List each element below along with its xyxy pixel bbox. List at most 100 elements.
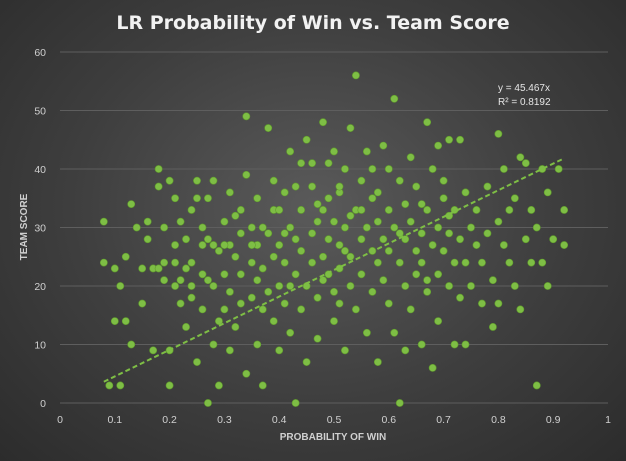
data-point [143,235,152,244]
data-point [121,252,130,261]
data-point [395,229,404,238]
data-point [302,358,311,366]
data-point [439,246,448,255]
data-point [127,200,136,208]
data-point [379,141,388,150]
data-point [362,223,371,232]
data-point [242,112,251,121]
data-point [483,229,492,238]
data-point [330,287,338,296]
data-point [406,305,415,314]
data-point [412,270,421,279]
data-point [204,235,212,244]
x-tick-label: 1 [605,414,611,426]
data-point [357,270,366,279]
data-point [280,258,289,267]
data-point [494,299,503,308]
data-point [401,282,410,290]
data-point [395,399,404,407]
data-point [417,229,426,238]
data-point [149,346,158,355]
data-point [154,264,163,273]
data-point [439,194,448,203]
data-point [220,270,229,279]
data-point [428,241,437,249]
data-point [423,287,432,296]
y-axis-label: TEAM SCORE [19,193,30,260]
data-point [406,217,415,226]
data-point [154,165,163,173]
data-point [417,200,426,208]
data-point [176,217,185,226]
data-point [280,299,289,308]
data-point [499,241,508,249]
data-point [187,206,196,214]
data-point [247,258,256,267]
data-point [505,258,514,267]
data-point [258,264,267,273]
data-point [247,241,256,249]
data-point [220,241,229,249]
y-tick-label: 20 [34,281,46,293]
data-point [236,270,245,279]
data-point [160,223,169,232]
data-point [335,299,344,308]
data-point [373,217,382,226]
data-point [373,188,382,197]
data-point [253,340,262,349]
data-point [368,165,377,173]
data-point [176,299,185,308]
data-point [428,165,437,173]
data-point [395,176,404,185]
data-point [138,264,147,273]
data-point [554,165,563,173]
x-tick-label: 0.6 [381,414,396,426]
data-point [341,223,349,232]
data-point [132,223,141,232]
data-point [297,206,306,214]
x-tick-label: 0.4 [272,414,287,426]
data-point [319,252,327,261]
data-point [275,346,284,355]
data-point [116,282,125,290]
data-point [450,340,459,349]
data-point [516,305,525,314]
grid-lines [60,51,608,404]
data-point [384,165,393,173]
data-point [538,165,547,173]
data-point [434,141,443,150]
data-point [313,217,322,226]
data-point [116,381,125,390]
data-point [187,293,196,302]
data-point [467,223,475,232]
data-point [231,211,240,220]
data-point [341,246,349,255]
data-point [538,258,547,267]
data-point [346,282,355,290]
data-point [193,176,201,185]
data-point [461,340,470,349]
data-point [275,282,284,290]
data-point [428,363,437,372]
data-point [215,381,223,390]
data-point [269,317,278,325]
data-point [215,317,223,325]
trendline-equation: y = 45.467x [498,83,550,94]
data-point [527,206,536,214]
data-point [461,188,470,197]
data-point [445,282,453,290]
data-point [187,282,196,290]
data-point [110,317,119,325]
x-tick-label: 0.5 [327,414,342,426]
data-point [335,241,344,249]
data-point [417,258,426,267]
data-point [264,124,273,132]
data-point [379,276,388,285]
data-point [105,381,114,390]
data-point [99,217,108,226]
data-point [275,206,284,214]
data-point [324,159,333,168]
data-point [154,182,163,191]
data-point [253,194,262,203]
x-axis-label: PROBABILITY OF WIN [280,432,386,443]
